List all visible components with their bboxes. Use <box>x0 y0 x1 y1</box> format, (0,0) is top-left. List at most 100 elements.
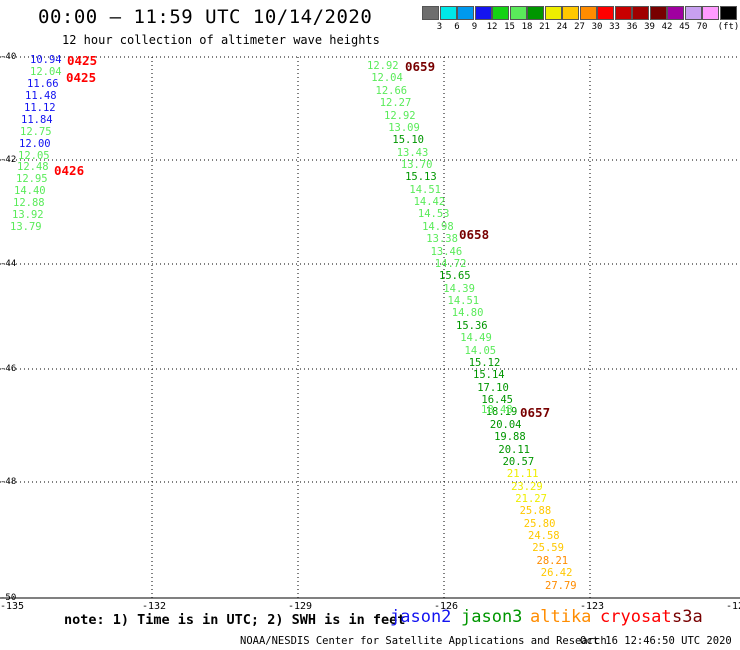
wave-height-value: 21.11 <box>506 468 539 481</box>
wave-height-value: 13.43 <box>396 146 429 159</box>
wave-height-value: 13.38 <box>426 233 458 246</box>
colorbar-swatch <box>632 6 649 20</box>
colorbar-swatch <box>527 6 544 20</box>
latitude-label: -50 <box>0 593 17 603</box>
colorbar-swatch <box>597 6 614 20</box>
note-text: note: 1) Time is in UTC; 2) SWH is in fe… <box>64 612 406 628</box>
latitude-label: -48 <box>0 477 17 487</box>
latitude-label: -40 <box>0 52 17 62</box>
wave-height-value: 12.92 <box>367 60 399 72</box>
colorbar-swatch <box>439 6 457 20</box>
colorbar-tick-label: 12 <box>486 22 498 32</box>
wave-height-value: 14.98 <box>422 220 454 233</box>
wave-height-value: 25.59 <box>532 542 564 555</box>
colorbar-tick-label: 21 <box>539 22 550 32</box>
satellite-legend-item: cryosat <box>600 607 672 627</box>
credit-text: NOAA/NESDIS Center for Satellite Applica… <box>240 635 607 647</box>
colorbar-swatch <box>422 6 439 20</box>
wave-height-value: 12.75 <box>20 126 52 138</box>
wave-height-value: 14.51 <box>447 295 480 307</box>
colorbar-tick-label: 6 <box>454 22 460 32</box>
colorbar-swatch <box>492 6 509 20</box>
wave-height-value: 13.46 <box>430 245 463 258</box>
pass-time-label: 0425 <box>67 53 98 68</box>
colorbar-tick-label: 3 <box>436 22 443 32</box>
wave-height-value: 21.27 <box>515 492 547 505</box>
satellite-legend-item: jason2 <box>390 607 452 627</box>
wave-height-value: 17.10 <box>477 381 509 394</box>
wave-height-value: 12.00 <box>19 138 51 150</box>
wave-height-value: 12.04 <box>30 66 62 78</box>
wave-height-value: 23.29 <box>511 480 543 493</box>
wave-height-value: 14.39 <box>443 282 475 295</box>
colorbar-tick-label: 30 <box>591 22 603 32</box>
wave-height-value: 14.51 <box>409 183 441 196</box>
wave-height-value: 12.88 <box>13 197 45 209</box>
wave-height-value: 11.66 <box>27 78 59 90</box>
colorbar-tick-label: 33 <box>609 22 620 32</box>
wave-height-value: 11.12 <box>24 102 56 114</box>
wave-height-value: 26.42 <box>540 567 573 580</box>
wave-height-value: 12.66 <box>375 84 408 97</box>
wave-height-value: 14.05 <box>464 344 497 357</box>
longitude-label: -123 <box>580 601 605 612</box>
wave-height-value: 15.10 <box>392 134 424 147</box>
wave-height-value: 25.88 <box>519 505 552 518</box>
pass-time-label: 0657 <box>520 405 551 420</box>
wave-height-value: 12.95 <box>16 173 48 185</box>
colorbar-swatch <box>667 6 684 20</box>
wave-height-value: 13.92 <box>12 209 44 221</box>
wave-height-value: 14.80 <box>451 307 484 320</box>
wave-height-value: 11.48 <box>25 90 57 102</box>
colorbar-tick-label: 45 <box>679 22 690 32</box>
wave-height-value: 13.09 <box>388 121 420 134</box>
latitude-label: -44 <box>0 259 17 269</box>
pass-time-label: 0659 <box>405 59 436 74</box>
wave-height-value: 12.05 <box>18 150 50 162</box>
colorbar-swatch <box>544 6 562 20</box>
wave-height-value: 27.79 <box>545 579 577 592</box>
wave-height-value: 15.36 <box>456 319 488 332</box>
wave-height-value: 14.42 <box>413 196 446 209</box>
wave-height-value: 14.49 <box>460 332 492 345</box>
longitude-label: -126 <box>434 601 459 612</box>
wave-height-value: 15.12 <box>468 356 501 369</box>
wave-height-value: 18.48 <box>481 404 513 417</box>
wave-height-value: 19.88 <box>494 431 526 444</box>
longitude-label: -132 <box>142 601 167 612</box>
colorbar-swatch <box>457 6 474 20</box>
wave-height-value: 15.65 <box>439 270 471 283</box>
wave-height-value: 16.45 <box>481 394 513 406</box>
colorbar-swatch <box>579 6 597 20</box>
colorbar-tick-label: 18 <box>521 22 533 32</box>
wave-height-value: 14.40 <box>14 185 46 197</box>
pass-time-label: 0426 <box>54 163 85 178</box>
wave-height-value: 12.04 <box>371 72 403 85</box>
satellite-legend-item: s3a <box>672 607 703 627</box>
colorbar-tick-label: 70 <box>696 22 708 32</box>
wave-height-value: 20.57 <box>502 455 535 468</box>
wave-height-value: 11.84 <box>21 114 53 126</box>
wave-height-value: 14.72 <box>434 257 467 270</box>
colorbar-swatch <box>562 6 579 20</box>
colorbar-tick-label: 24 <box>556 22 568 32</box>
wave-height-value: 15.13 <box>405 171 437 184</box>
wave-height-value: 12.92 <box>384 109 416 122</box>
colorbar-tick-label: 36 <box>626 22 638 32</box>
colorbar-tick-label: 39 <box>644 22 655 32</box>
colorbar-swatch <box>509 6 527 20</box>
colorbar-tick-label: 42 <box>661 22 673 32</box>
wave-height-value: 13.79 <box>10 221 42 233</box>
wave-height-value: 24.58 <box>528 530 560 543</box>
timestamp-text: Oct 16 12:46:50 UTC 2020 <box>580 635 732 647</box>
wave-height-value: 12.48 <box>17 161 49 173</box>
wave-height-value: 13.70 <box>400 159 433 171</box>
longitude-label: -120 <box>726 601 740 612</box>
colorbar-tick-label: 27 <box>574 22 585 32</box>
latitude-label: -46 <box>0 364 17 374</box>
pass-time-label: 0658 <box>459 227 490 242</box>
colorbar-swatch <box>474 6 492 20</box>
satellite-legend-item: jason3 <box>461 607 523 627</box>
colorbar-tick-label: 9 <box>471 22 478 32</box>
